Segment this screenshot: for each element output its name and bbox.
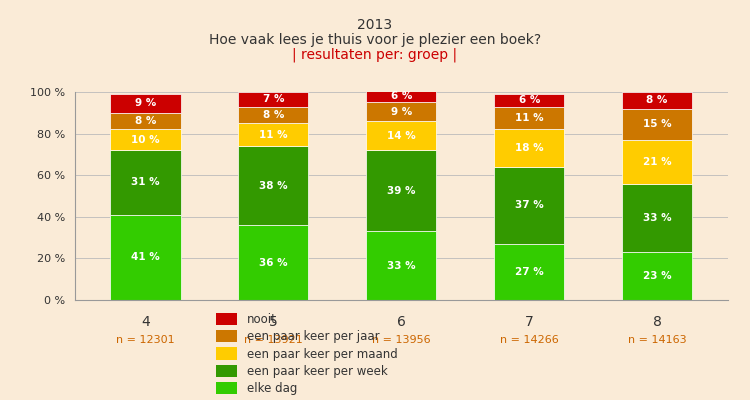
Text: 6 %: 6 % <box>518 95 540 105</box>
Bar <box>366 231 436 300</box>
Bar <box>110 215 181 300</box>
Bar <box>238 225 308 300</box>
Bar <box>494 106 565 130</box>
Text: 21 %: 21 % <box>643 157 671 167</box>
Bar <box>494 94 565 106</box>
Text: 33 %: 33 % <box>387 261 416 271</box>
Text: 41 %: 41 % <box>131 252 160 262</box>
Text: | resultaten per: groep |: | resultaten per: groep | <box>292 48 458 62</box>
Bar <box>366 121 436 150</box>
Legend: nooit, een paar keer per jaar, een paar keer per maand, een paar keer per week, : nooit, een paar keer per jaar, een paar … <box>216 313 398 395</box>
Bar <box>366 150 436 231</box>
Bar <box>494 130 565 167</box>
Bar <box>622 109 692 140</box>
Text: 2013: 2013 <box>358 18 392 32</box>
Bar <box>110 94 181 113</box>
Text: 10 %: 10 % <box>131 135 160 145</box>
Text: n = 14163: n = 14163 <box>628 335 686 345</box>
Text: 5: 5 <box>269 314 278 328</box>
Text: 8 %: 8 % <box>262 110 284 120</box>
Text: 9 %: 9 % <box>391 107 412 117</box>
Text: 37 %: 37 % <box>514 200 544 210</box>
Text: n = 14266: n = 14266 <box>500 335 559 345</box>
Text: 8: 8 <box>652 314 662 328</box>
Text: Hoe vaak lees je thuis voor je plezier een boek?: Hoe vaak lees je thuis voor je plezier e… <box>209 33 541 47</box>
Text: n = 12301: n = 12301 <box>116 335 175 345</box>
Text: 9 %: 9 % <box>135 98 156 108</box>
Text: 4: 4 <box>141 314 150 328</box>
Bar <box>238 146 308 225</box>
Text: 14 %: 14 % <box>387 131 416 141</box>
Text: 18 %: 18 % <box>515 143 544 153</box>
Bar <box>238 106 308 123</box>
Bar <box>110 113 181 130</box>
Bar <box>622 92 692 109</box>
Bar <box>622 140 692 184</box>
Bar <box>110 150 181 215</box>
Bar <box>366 102 436 121</box>
Bar <box>238 92 308 106</box>
Text: 38 %: 38 % <box>259 181 287 190</box>
Text: 27 %: 27 % <box>514 267 544 277</box>
Bar <box>622 252 692 300</box>
Bar <box>494 167 565 244</box>
Bar <box>622 184 692 252</box>
Text: 11 %: 11 % <box>515 113 544 123</box>
Text: 33 %: 33 % <box>643 213 671 223</box>
Text: 31 %: 31 % <box>131 178 160 188</box>
Bar <box>238 123 308 146</box>
Text: 39 %: 39 % <box>387 186 416 196</box>
Bar <box>494 244 565 300</box>
Text: 11 %: 11 % <box>259 130 287 140</box>
Text: 15 %: 15 % <box>643 119 671 129</box>
Text: 6 %: 6 % <box>391 91 412 101</box>
Text: 6: 6 <box>397 314 406 328</box>
Bar <box>110 130 181 150</box>
Text: 36 %: 36 % <box>259 258 287 268</box>
Text: 8 %: 8 % <box>135 116 156 126</box>
Text: 8 %: 8 % <box>646 95 668 105</box>
Text: 23 %: 23 % <box>643 271 671 281</box>
Text: n = 13921: n = 13921 <box>244 335 303 345</box>
Text: 7: 7 <box>525 314 533 328</box>
Text: n = 13956: n = 13956 <box>372 335 430 345</box>
Text: 7 %: 7 % <box>262 94 284 104</box>
Bar <box>366 90 436 102</box>
